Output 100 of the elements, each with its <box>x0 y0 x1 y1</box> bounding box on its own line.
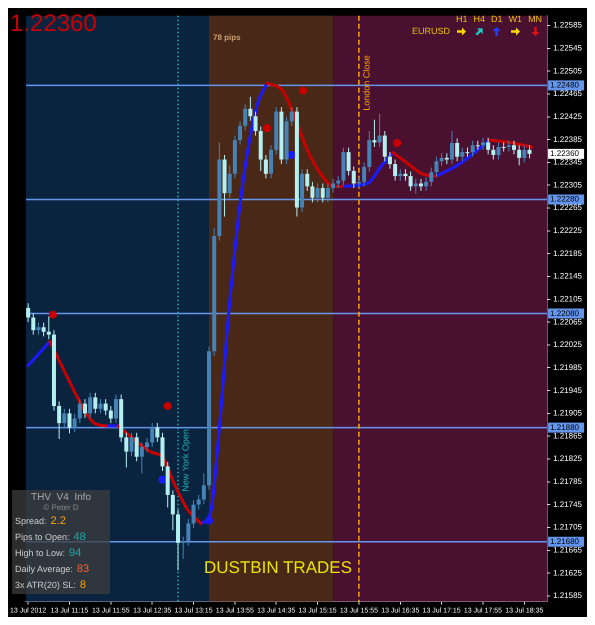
candlestick <box>393 159 398 182</box>
y-tick-label: 1.21625 <box>553 568 583 578</box>
candlestick <box>480 137 485 150</box>
candlestick <box>67 408 72 434</box>
candlestick <box>290 106 294 126</box>
point <box>299 86 308 95</box>
y-tick-label: 1.22065 <box>553 317 583 326</box>
y-tick-label: 1.22465 <box>553 89 583 98</box>
candlestick <box>502 142 506 152</box>
point <box>158 476 167 484</box>
candlestick <box>238 120 242 146</box>
candlestick <box>378 113 382 148</box>
annotation: Pips to Open: <box>15 532 70 542</box>
ref-line-label: 1.22480 <box>550 80 580 90</box>
candlestick <box>155 422 160 442</box>
candlestick <box>150 422 154 448</box>
candlestick <box>269 144 274 179</box>
candlestick <box>470 140 475 158</box>
candlestick <box>382 130 387 162</box>
y-tick-label: 1.21705 <box>553 522 583 532</box>
y-tick-label: 1.22225 <box>553 226 583 236</box>
annotation: H1 <box>456 14 468 24</box>
candlestick <box>326 183 330 203</box>
candlestick <box>476 140 480 150</box>
y-tick-label: 1.21985 <box>553 362 583 372</box>
candlestick <box>455 138 460 162</box>
candlestick <box>522 144 526 163</box>
y-tick-label: 1.21945 <box>553 386 583 395</box>
candlestick <box>305 168 310 192</box>
candlestick <box>202 472 206 505</box>
y-tick-label: 1.22545 <box>553 44 583 53</box>
y-tick-label: 1.21825 <box>553 454 583 464</box>
candlestick <box>243 104 248 131</box>
candlestick <box>104 398 108 416</box>
candlestick <box>42 322 46 337</box>
y-tick-label: 1.22385 <box>553 134 583 144</box>
annotation: H4 <box>474 14 486 24</box>
ref-line-label: 1.22280 <box>550 194 580 204</box>
candlestick <box>78 398 82 424</box>
candlestick <box>528 144 532 159</box>
candlestick <box>346 147 351 176</box>
point <box>393 139 402 147</box>
annotation: DUSTBIN TRADES <box>204 558 352 578</box>
y-tick-label: 1.22265 <box>553 203 583 212</box>
candlestick <box>228 164 232 198</box>
candlestick <box>72 413 77 433</box>
candlestick <box>108 405 113 424</box>
candlestick <box>429 167 434 187</box>
ref-line-label: 1.21680 <box>550 536 580 546</box>
candlestick <box>31 312 36 336</box>
ref-line-label: 1.21880 <box>550 422 580 432</box>
y-tick-label: 1.21665 <box>553 545 583 554</box>
candlestick <box>130 432 134 457</box>
candlestick <box>316 183 320 203</box>
y-tick-label: 1.22145 <box>553 272 583 281</box>
point <box>48 310 57 319</box>
annotation: © Peter D <box>42 503 80 512</box>
annotation: THV V4 Info <box>30 492 92 503</box>
candlestick <box>310 181 314 203</box>
ref-line-label: London Close <box>361 55 372 111</box>
candlestick <box>248 96 252 122</box>
annotation: 2.2 <box>50 515 66 527</box>
annotation: Spread: <box>15 516 47 526</box>
candlestick <box>491 144 496 160</box>
y-tick-label: 1.21745 <box>553 500 583 509</box>
annotation: D1 <box>491 14 503 24</box>
candlestick <box>93 392 98 414</box>
candlestick <box>418 178 423 192</box>
candlestick <box>114 394 118 424</box>
candlestick <box>352 166 356 189</box>
annotation: 83 <box>76 563 90 575</box>
y-tick-label: 1.22185 <box>553 248 583 258</box>
ref-line-label: 1.22080 <box>550 308 580 318</box>
band-label: 78 pips <box>213 33 242 42</box>
candlestick <box>145 437 150 452</box>
candlestick <box>336 176 340 189</box>
candlestick <box>517 144 522 166</box>
annotation: 94 <box>69 547 82 559</box>
candlestick <box>124 432 128 468</box>
point <box>164 402 172 410</box>
point <box>262 124 271 132</box>
candlestick <box>331 178 336 194</box>
point <box>288 150 296 159</box>
y-tick-label: 1.22305 <box>553 180 583 190</box>
candlestick <box>486 137 490 155</box>
candlestick <box>62 408 66 428</box>
annotation: 3x ATR(20) SL: <box>15 580 76 590</box>
annotation: 8 <box>80 579 86 591</box>
candlestick <box>512 140 516 155</box>
y-tick-label: 1.21905 <box>553 408 583 418</box>
annotation: High to Low: <box>15 548 66 558</box>
y-tick-label: 1.22345 <box>553 158 583 167</box>
candlestick <box>140 442 144 474</box>
candlestick <box>414 178 418 194</box>
y-tick-label: 1.22025 <box>553 340 583 350</box>
annotation: Daily Average: <box>15 564 73 574</box>
candlestick <box>320 183 325 203</box>
annotation: MN <box>528 14 542 24</box>
candlestick <box>254 111 258 136</box>
candlestick <box>181 536 186 560</box>
